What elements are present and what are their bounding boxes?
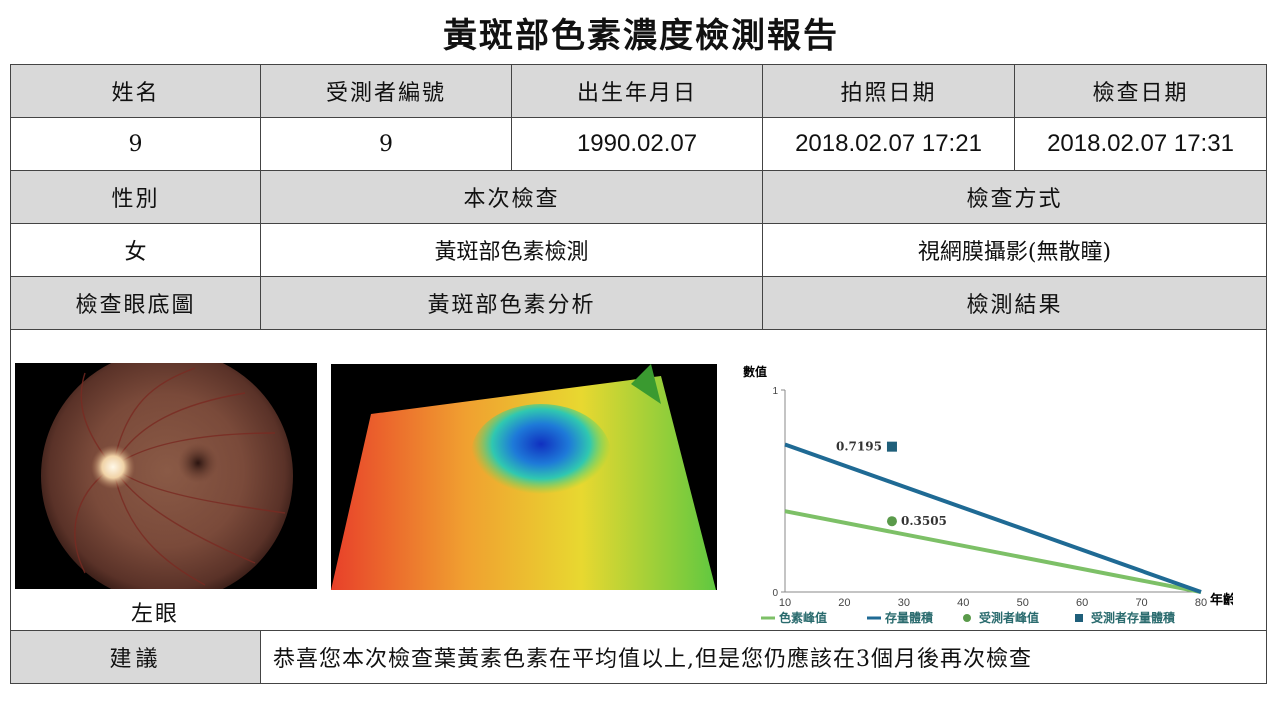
y-tick-label: 1 — [772, 386, 778, 397]
header-current-exam: 本次檢查 — [260, 170, 763, 224]
pigment-heatmap — [331, 364, 717, 590]
x-tick-label: 30 — [898, 597, 910, 609]
advice-text: 恭喜您本次檢查葉黃素色素在平均值以上,但是您仍應該在3個月後再次檢查 — [260, 630, 1267, 684]
header-photo-date: 拍照日期 — [762, 64, 1015, 118]
value-current-exam: 黃斑部色素檢測 — [260, 223, 763, 277]
x-tick-label: 10 — [779, 597, 791, 609]
value-birthdate: 1990.02.07 — [511, 117, 763, 171]
image-cell: 左眼 數值 年齡 0 1 10 20 30 40 50 60 70 80 0.3505 0.7195 色… — [10, 329, 1267, 631]
header-birthdate: 出生年月日 — [511, 64, 763, 118]
header-gender: 性別 — [10, 170, 261, 224]
value-exam-method: 視網膜攝影(無散瞳) — [762, 223, 1267, 277]
header-row-3: 檢查眼底圖 黃斑部色素分析 檢測結果 — [10, 276, 1267, 330]
header-name: 姓名 — [10, 64, 261, 118]
image-row: 左眼 數值 年齡 0 1 10 20 30 40 50 60 70 80 0.3505 0.7195 色… — [10, 329, 1267, 631]
report-table: 姓名 受測者編號 出生年月日 拍照日期 檢查日期 9 9 1990.02.07 … — [10, 64, 1267, 684]
header-result: 檢測結果 — [762, 276, 1267, 330]
value-row-1: 9 9 1990.02.07 2018.02.07 17:21 2018.02.… — [10, 117, 1267, 171]
header-exam-method: 檢查方式 — [762, 170, 1267, 224]
result-chart: 數值 年齡 0 1 10 20 30 40 50 60 70 80 0.3505 0.7195 色素峰值… — [733, 352, 1236, 630]
report-title: 黃斑部色素濃度檢測報告 — [443, 16, 839, 56]
fundus-photo — [15, 363, 317, 589]
point-data-label: 0.7195 — [836, 440, 882, 454]
header-pigment-analysis: 黃斑部色素分析 — [260, 276, 763, 330]
x-tick-label: 70 — [1135, 597, 1147, 609]
header-subject-id: 受測者編號 — [260, 64, 512, 118]
header-exam-date: 檢查日期 — [1014, 64, 1267, 118]
header-row-1: 姓名 受測者編號 出生年月日 拍照日期 檢查日期 — [10, 64, 1267, 118]
value-photo-date: 2018.02.07 17:21 — [762, 117, 1015, 171]
advice-row: 建議 恭喜您本次檢查葉黃素色素在平均值以上,但是您仍應該在3個月後再次檢查 — [10, 630, 1267, 684]
header-fundus-image: 檢查眼底圖 — [10, 276, 261, 330]
value-name: 9 — [10, 117, 261, 171]
x-tick-label: 60 — [1076, 597, 1088, 609]
x-tick-label: 20 — [838, 597, 850, 609]
y-tick-label: 0 — [772, 588, 778, 599]
legend-label: 受測者存量體積 — [1091, 610, 1176, 625]
point-data-label: 0.3505 — [901, 514, 947, 528]
x-tick-label: 40 — [957, 597, 969, 609]
subject-peak-marker — [886, 516, 897, 527]
legend-label: 受測者峰值 — [979, 610, 1039, 625]
x-tick-label: 80 — [1195, 597, 1207, 609]
value-subject-id: 9 — [260, 117, 512, 171]
legend-label: 色素峰值 — [779, 610, 827, 625]
legend-square-swatch — [1075, 614, 1083, 622]
x-tick-label: 50 — [1017, 597, 1029, 609]
chart-svg: 數值 年齡 0 1 10 20 30 40 50 60 70 80 0.3505 0.7195 色素峰值… — [743, 364, 1236, 625]
subject-volume-marker — [886, 441, 897, 452]
y-axis-label: 數值 — [743, 364, 767, 379]
header-row-2: 性別 本次檢查 檢查方式 — [10, 170, 1267, 224]
eye-label: 左眼 — [131, 602, 180, 627]
advice-label: 建議 — [10, 630, 261, 684]
legend-circle-swatch — [963, 614, 971, 622]
x-axis-label: 年齡 — [1210, 592, 1233, 608]
legend-label: 存量體積 — [884, 610, 934, 625]
value-gender: 女 — [10, 223, 261, 277]
value-exam-date: 2018.02.07 17:31 — [1014, 117, 1267, 171]
value-row-2: 女 黃斑部色素檢測 視網膜攝影(無散瞳) — [10, 223, 1267, 277]
series-line-0 — [784, 509, 1202, 594]
series-line-1 — [784, 442, 1202, 594]
